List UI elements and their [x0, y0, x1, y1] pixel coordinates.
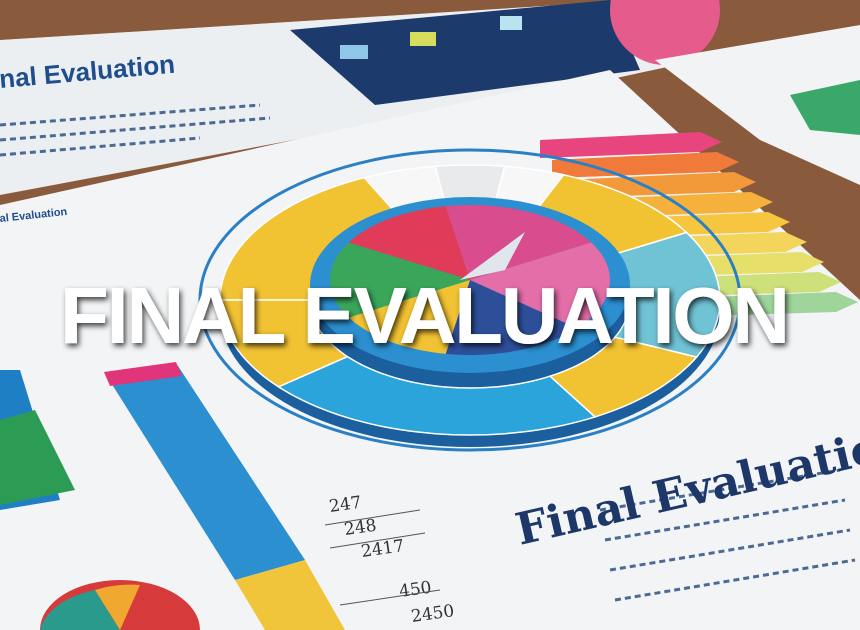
- pie-segment: [470, 242, 610, 329]
- bar-number: 247: [328, 493, 363, 517]
- pie-highlight: [460, 232, 525, 280]
- banner: [290, 0, 640, 105]
- ring-segment: [219, 299, 349, 388]
- icon: [500, 16, 522, 30]
- icon: [410, 32, 436, 46]
- overlay-title: FINAL EVALUATION: [60, 271, 790, 360]
- pie-segment: [330, 242, 470, 318]
- stripe: [540, 132, 722, 158]
- green-bars: [790, 80, 860, 135]
- pie: [95, 584, 140, 630]
- bar-number: 450: [398, 578, 433, 602]
- bar: [108, 366, 305, 580]
- pie-segment: [348, 280, 470, 354]
- pie: [40, 590, 120, 630]
- rule: [324, 509, 421, 526]
- paper: [655, 25, 860, 185]
- stripe: [552, 152, 739, 178]
- bar-cap: [104, 362, 182, 386]
- pie-segment: [348, 206, 470, 280]
- icon: [340, 45, 368, 59]
- text-lines: [0, 103, 856, 602]
- pie-segment: [445, 280, 578, 355]
- bar: [0, 410, 75, 505]
- ring-outline: [198, 148, 742, 452]
- rule: [339, 589, 441, 606]
- rule: [329, 532, 426, 549]
- pink-circle: [610, 0, 720, 65]
- bar: [235, 560, 345, 630]
- donut-chart: [198, 148, 742, 452]
